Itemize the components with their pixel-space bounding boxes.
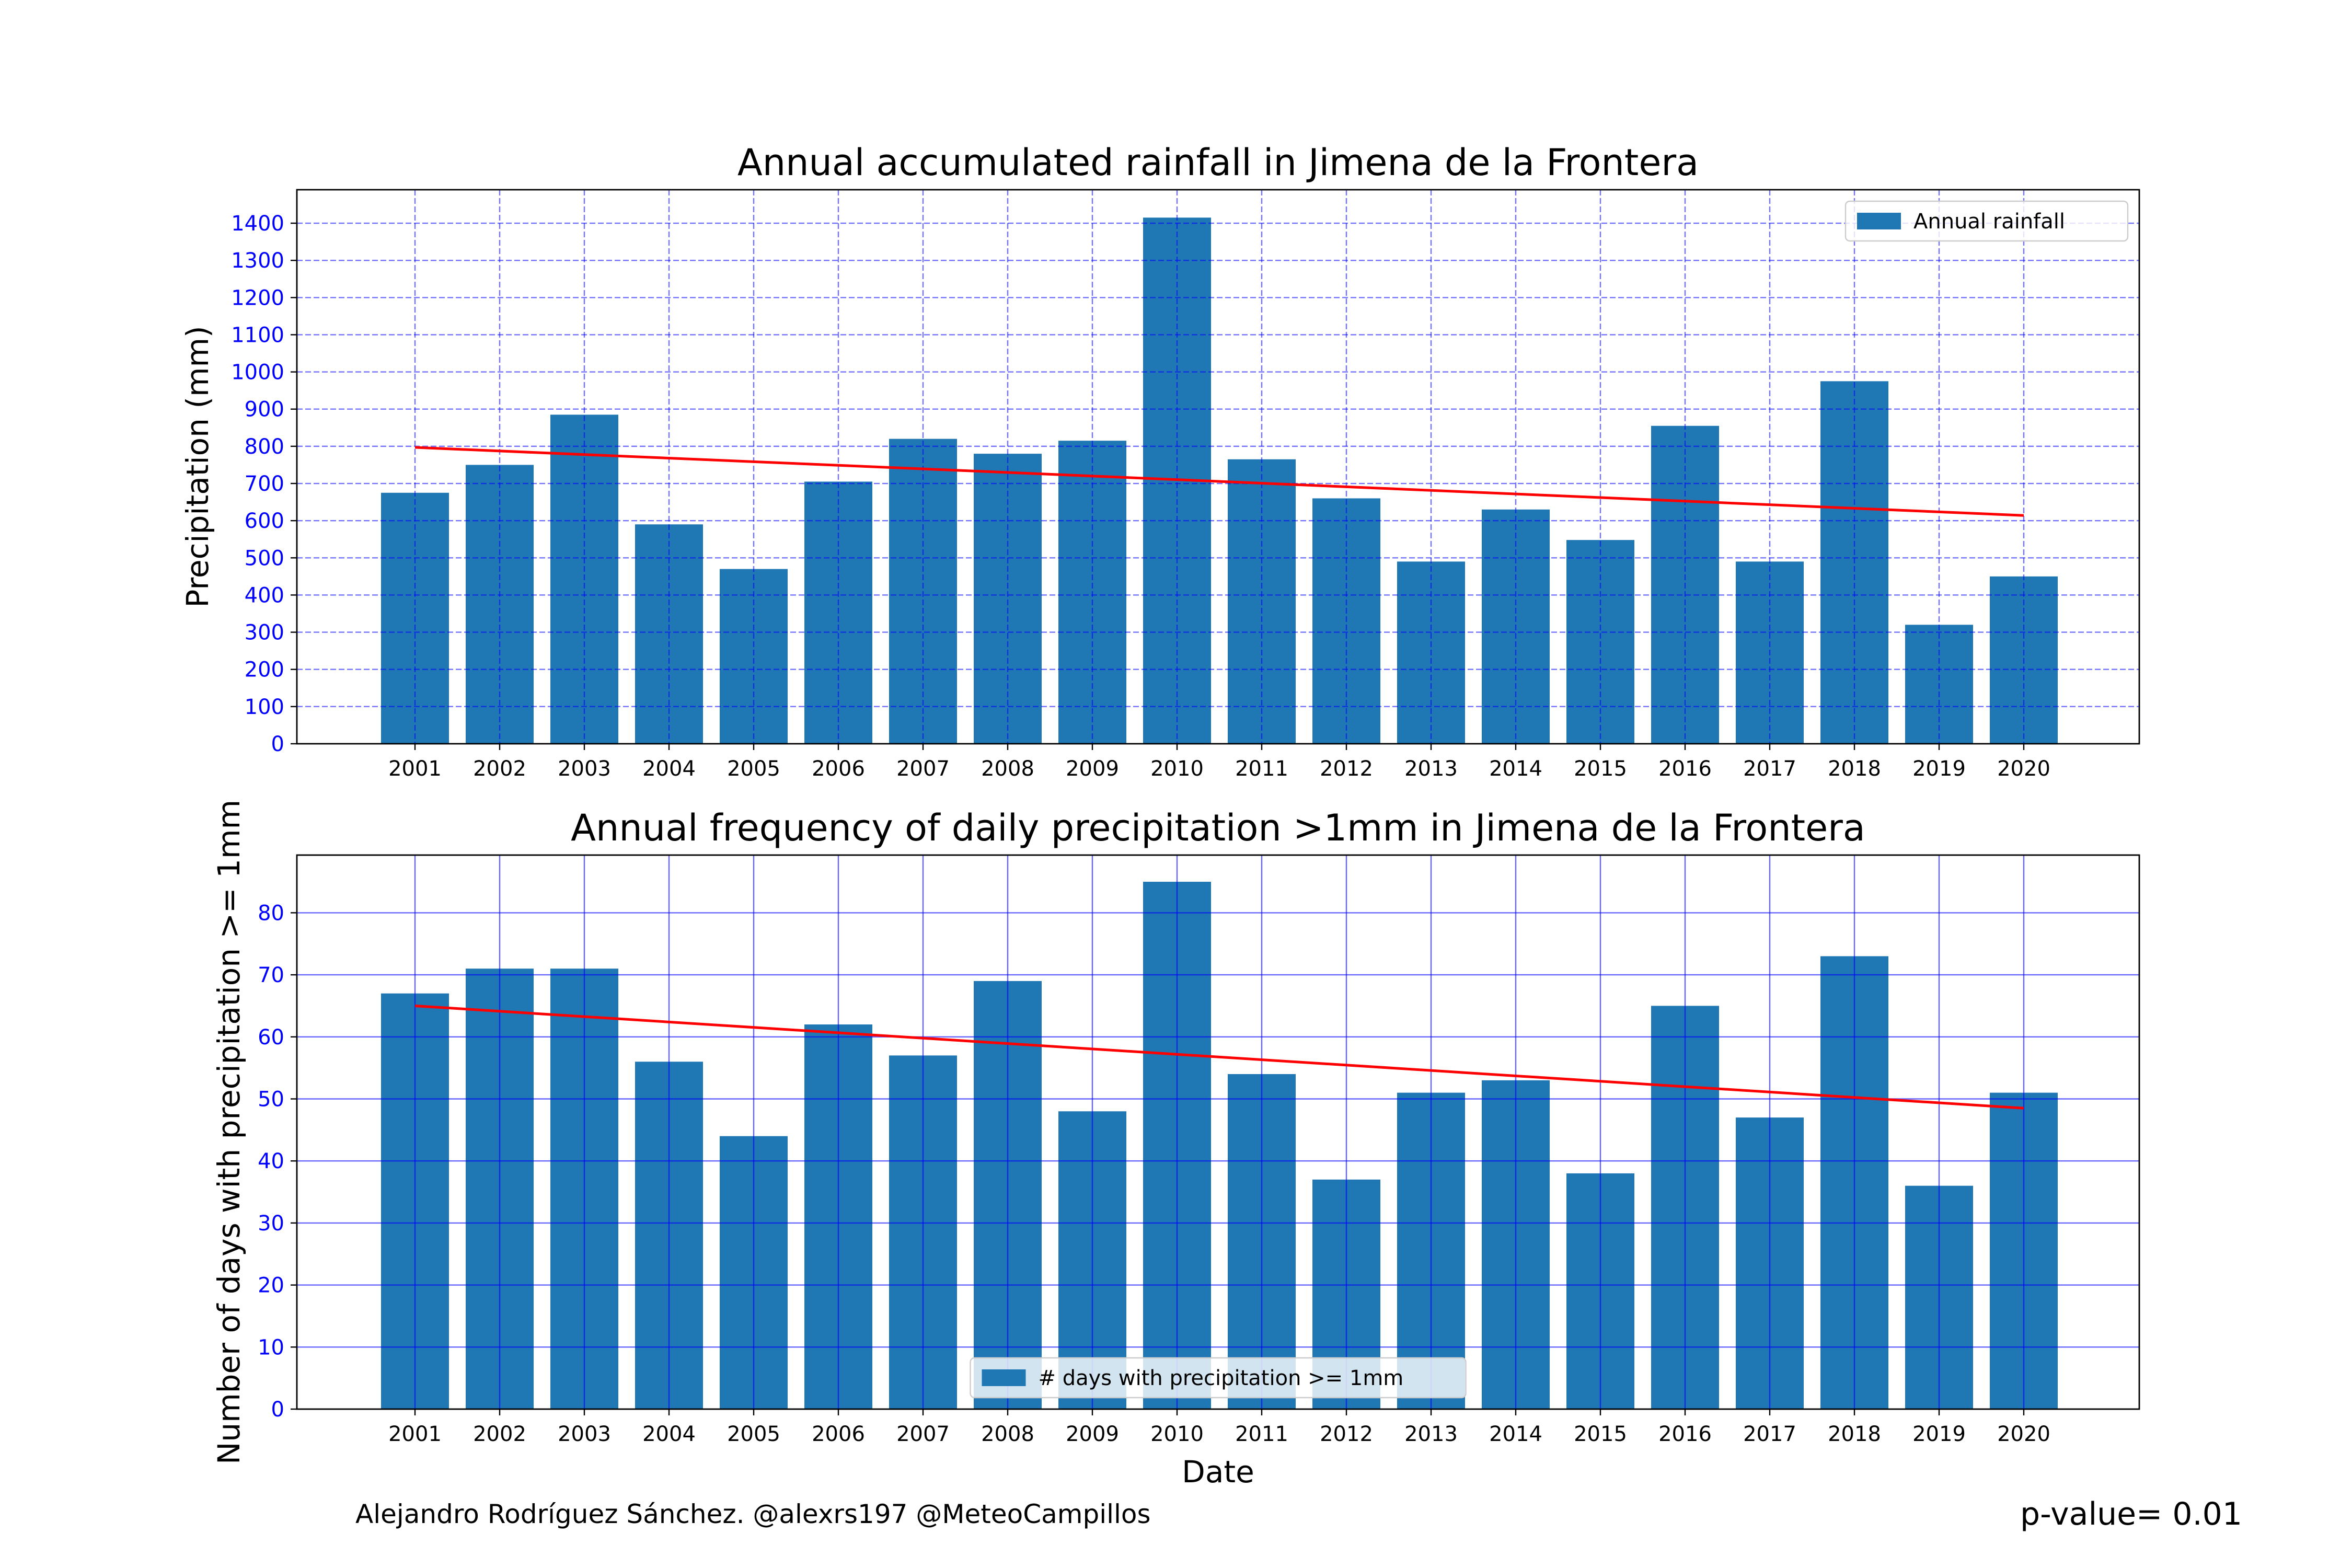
y-tick-label: 30 (258, 1212, 284, 1236)
x-tick-label: 2002 (473, 1422, 526, 1446)
y-tick-label: 1100 (231, 323, 284, 347)
bar-2005 (720, 569, 788, 744)
x-tick-label: 2005 (727, 757, 780, 781)
legend-box (1844, 200, 2129, 242)
y-tick-label: 50 (258, 1087, 284, 1111)
x-tick-label: 2001 (388, 757, 442, 781)
y-tick-label: 80 (258, 901, 284, 925)
y-tick-label: 70 (258, 963, 284, 987)
x-tick-label: 2008 (981, 757, 1034, 781)
x-tick-label: 2013 (1404, 1422, 1458, 1446)
y-tick-label: 1200 (231, 286, 284, 310)
trend-line (414, 446, 2024, 517)
x-tick-label: 2015 (1574, 757, 1627, 781)
x-tick-label: 2011 (1235, 1422, 1288, 1446)
x-tick-label: 2005 (727, 1422, 780, 1446)
legend-label: # days with precipitation >= 1mm (1039, 1366, 1404, 1390)
x-tick-label: 2012 (1320, 757, 1373, 781)
x-tick-label: 2014 (1489, 757, 1542, 781)
x-tick-label: 2006 (812, 757, 865, 781)
x-tick-label: 2010 (1150, 1422, 1204, 1446)
legend-label: Annual rainfall (1913, 210, 2065, 234)
y-tick-label: 100 (245, 695, 284, 719)
x-tick-label: 2004 (642, 757, 696, 781)
x-tick-label: 2011 (1235, 757, 1288, 781)
y-axis-label: Number of days with precipitation >= 1mm (211, 800, 247, 1465)
x-tick-label: 2004 (642, 1422, 696, 1446)
x-tick-label: 2018 (1828, 757, 1881, 781)
y-tick-label: 10 (258, 1335, 284, 1359)
x-axis-label: Date (1182, 1454, 1254, 1490)
x-tick-label: 2003 (558, 757, 611, 781)
y-tick-label: 1000 (231, 361, 284, 385)
y-tick-label: 900 (245, 398, 284, 422)
y-tick-label: 20 (258, 1274, 284, 1298)
x-tick-label: 2013 (1404, 757, 1458, 781)
x-tick-label: 2008 (981, 1422, 1034, 1446)
chart-title: Annual frequency of daily precipitation … (571, 806, 1865, 849)
author-credit: Alejandro Rodríguez Sánchez. @alexrs197 … (355, 1499, 1151, 1529)
plot-frame (296, 189, 2140, 745)
y-tick-label: 1300 (231, 249, 284, 273)
y-tick-label: 500 (245, 546, 284, 570)
x-tick-label: 2007 (896, 1422, 950, 1446)
y-tick-label: 300 (245, 621, 284, 645)
x-tick-label: 2010 (1150, 757, 1204, 781)
x-tick-label: 2020 (1997, 757, 2050, 781)
p-value-label: p-value= 0.01 (2020, 1496, 2242, 1532)
trend-line (414, 1004, 2024, 1110)
y-tick-label: 0 (271, 1398, 284, 1422)
x-tick-label: 2009 (1066, 757, 1119, 781)
y-tick-label: 600 (245, 509, 284, 533)
x-tick-label: 2019 (1912, 757, 1966, 781)
legend-swatch (982, 1369, 1026, 1386)
x-tick-label: 2014 (1489, 1422, 1542, 1446)
plot-frame (296, 854, 2140, 1410)
y-tick-label: 200 (245, 658, 284, 682)
x-tick-label: 2007 (896, 757, 950, 781)
x-tick-label: 2016 (1658, 757, 1712, 781)
x-tick-label: 2017 (1743, 757, 1796, 781)
x-tick-label: 2002 (473, 757, 526, 781)
y-tick-label: 1400 (231, 212, 284, 236)
x-tick-label: 2019 (1912, 1422, 1966, 1446)
y-tick-label: 800 (245, 435, 284, 459)
y-tick-label: 0 (271, 732, 284, 756)
x-tick-label: 2009 (1066, 1422, 1119, 1446)
y-tick-label: 700 (245, 472, 284, 496)
y-tick-label: 40 (258, 1149, 284, 1173)
y-tick-label: 400 (245, 583, 284, 607)
x-tick-label: 2012 (1320, 1422, 1373, 1446)
x-tick-label: 2020 (1997, 1422, 2050, 1446)
legend-box (970, 1357, 1467, 1399)
legend-swatch (1857, 213, 1901, 229)
y-axis-label: Precipitation (mm) (180, 326, 215, 607)
x-tick-label: 2017 (1743, 1422, 1796, 1446)
x-tick-label: 2006 (812, 1422, 865, 1446)
chart-title: Annual accumulated rainfall in Jimena de… (737, 141, 1699, 184)
x-tick-label: 2018 (1828, 1422, 1881, 1446)
x-tick-label: 2003 (558, 1422, 611, 1446)
y-tick-label: 60 (258, 1025, 284, 1050)
x-tick-label: 2015 (1574, 1422, 1627, 1446)
x-tick-label: 2001 (388, 1422, 442, 1446)
x-tick-label: 2016 (1658, 1422, 1712, 1446)
